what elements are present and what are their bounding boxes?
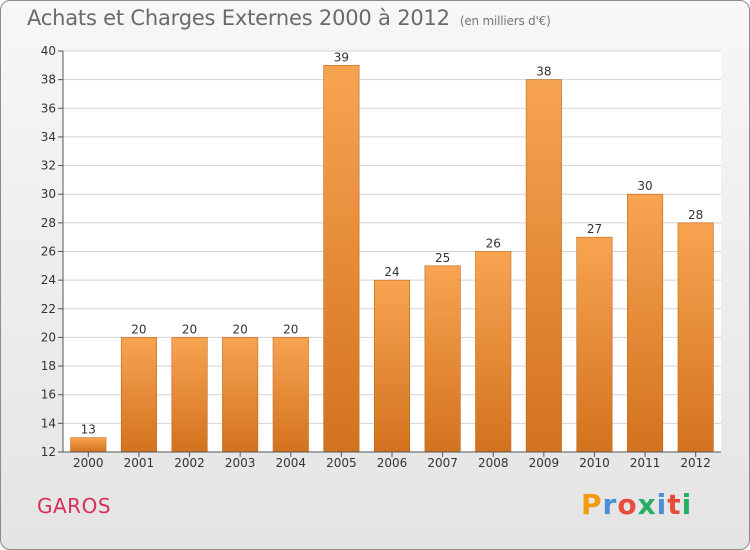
y-tick-label: 24 [41, 273, 56, 287]
bar [323, 65, 360, 453]
bar-value-label: 27 [587, 222, 602, 236]
y-tick-label: 36 [41, 101, 56, 115]
bar-value-label: 26 [486, 237, 501, 251]
y-tick-label: 16 [41, 388, 56, 402]
axes: 12 14 16 18 20 22 24 26 28 30 32 34 36 38 40 2000 2001 20… [41, 44, 721, 470]
bar-value-label: 20 [283, 322, 298, 336]
x-tick-label: 2005 [326, 456, 357, 470]
bar-value-label: 30 [637, 179, 652, 193]
logo-letter: x [637, 488, 657, 521]
bar-value-label: 28 [688, 208, 703, 222]
bar [677, 222, 714, 453]
x-tick-label: 2004 [275, 456, 306, 470]
bar [70, 437, 107, 453]
y-tick-label: 22 [41, 302, 56, 316]
labels: 13 20 20 20 20 39 24 25 26 38 27 30 28 [81, 50, 704, 436]
unit-note: (en milliers d'€) [459, 14, 551, 28]
bar [424, 265, 461, 453]
x-tick-label: 2001 [124, 456, 155, 470]
bar [222, 337, 259, 453]
chart-title: Achats et Charges Externes 2000 à 2012 (e… [27, 6, 551, 30]
bar-value-label: 20 [233, 322, 248, 336]
x-tick-label: 2009 [529, 456, 560, 470]
bar-value-label: 13 [81, 423, 96, 437]
bar [120, 337, 157, 453]
x-tick-label: 2002 [174, 456, 205, 470]
logo-letter: i [656, 488, 668, 521]
logo-letter: t [667, 488, 682, 521]
bar-value-label: 24 [384, 265, 399, 279]
y-tick-label: 30 [41, 187, 56, 201]
bar [373, 279, 411, 453]
x-tick-label: 2008 [478, 456, 509, 470]
bar-value-label: 20 [182, 322, 197, 336]
y-tick-label: 26 [41, 245, 56, 259]
x-tick-label: 2006 [377, 456, 408, 470]
x-tick-label: 2007 [427, 456, 458, 470]
y-tick-label: 40 [41, 44, 56, 58]
title-text: Achats et Charges Externes 2000 à 2012 [27, 6, 450, 30]
bar [627, 193, 664, 453]
y-tick-label: 28 [41, 216, 56, 230]
commune-name: GAROS [37, 494, 112, 518]
y-tick-label: 14 [41, 416, 56, 430]
logo-letter: i [681, 488, 693, 521]
y-tick-label: 34 [41, 130, 56, 144]
y-tick-label: 38 [41, 73, 56, 87]
logo-letter: P [581, 488, 603, 521]
bar-value-label: 38 [536, 65, 551, 79]
logo-letter: o [617, 488, 638, 521]
proxiti-logo[interactable]: Proxiti [581, 488, 692, 521]
bar [272, 337, 309, 453]
x-tick-label: 2010 [579, 456, 610, 470]
x-tick-label: 2000 [73, 456, 104, 470]
y-tick-label: 20 [41, 330, 56, 344]
y-tick-label: 18 [41, 359, 56, 373]
bars [70, 65, 714, 453]
x-tick-label: 2011 [630, 456, 661, 470]
bar [525, 79, 562, 453]
y-tick-label: 32 [41, 159, 56, 173]
bar [475, 251, 512, 453]
bar-value-label: 25 [435, 251, 450, 265]
bar [171, 337, 208, 453]
y-tick-label: 12 [41, 445, 56, 459]
bar-value-label: 39 [334, 50, 349, 64]
x-tick-label: 2003 [225, 456, 256, 470]
bar [576, 236, 613, 453]
x-tick-label: 2012 [680, 456, 711, 470]
logo-letter: r [602, 488, 618, 521]
bar-value-label: 20 [131, 322, 146, 336]
